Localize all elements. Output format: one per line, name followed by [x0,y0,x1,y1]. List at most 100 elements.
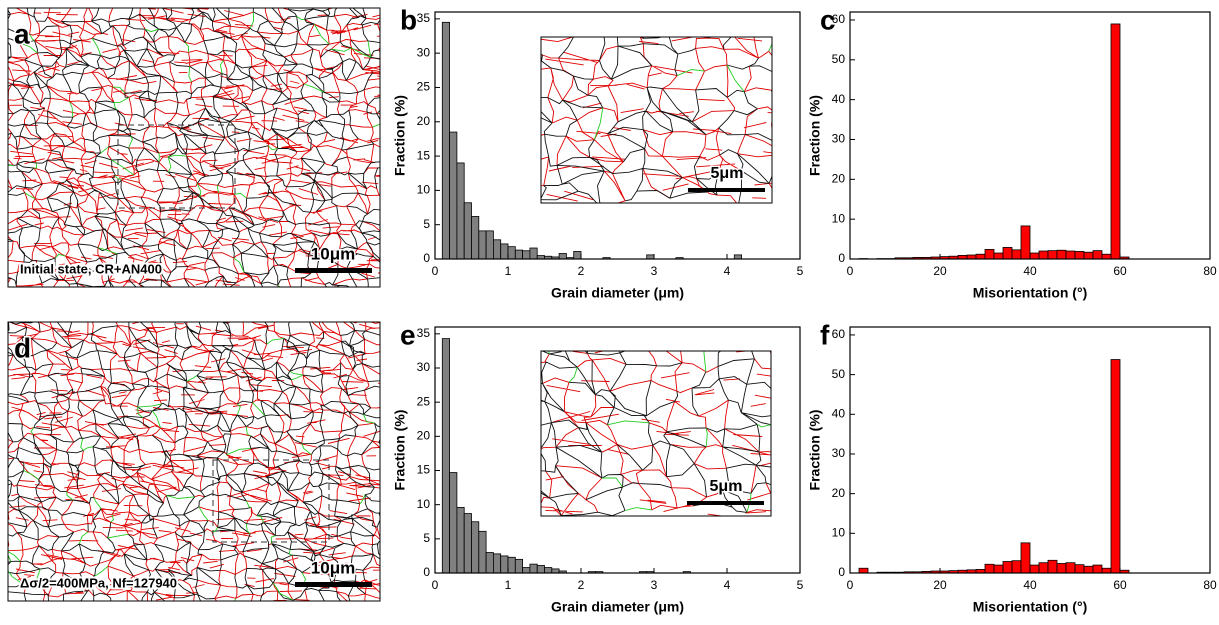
x-tick-label: 3 [651,578,658,592]
y-tick-label: 0 [423,565,430,579]
y-axis-label: Fraction (%) [807,410,823,491]
x-tick-label: 3 [651,264,658,278]
x-tick-label: 1 [505,264,512,278]
bar [1029,252,1040,260]
panel-label: a [14,18,30,49]
twin-boundaries [541,37,772,203]
bar [1002,561,1013,574]
ebsd-map [8,8,380,287]
y-tick-label: 35 [417,11,431,25]
bar [500,555,509,574]
y-tick-label: 30 [417,45,431,59]
scale-bar [687,501,764,505]
bar [1110,359,1121,574]
bar [551,568,560,574]
caption: Δσ/2=400MPa, Nf=127940 [20,575,177,590]
y-axis-label: Fraction (%) [392,410,408,491]
x-tick-label: 80 [1203,578,1217,592]
x-tick-label: 40 [1023,578,1037,592]
bar [441,21,450,260]
x-tick-label: 60 [1113,264,1127,278]
map-frame [540,350,772,517]
bar [507,556,516,574]
bar [463,513,472,574]
bar [449,131,458,260]
bar [522,567,531,574]
twin-boundaries [541,351,771,516]
x-axis-label: Misorientation (°) [973,599,1087,615]
x-tick-label: 0 [847,264,854,278]
panel-label: b [400,4,417,35]
bar [1020,225,1031,260]
x-tick-label: 2 [578,578,585,592]
bar [975,253,986,260]
bar [492,553,502,574]
x-tick-label: 5 [797,578,804,592]
bar [514,249,523,260]
bar [478,530,487,574]
bar [471,521,480,574]
scale-bar [688,188,765,192]
inset-scale-label: 5μm [710,478,743,495]
x-tick-label: 2 [578,264,585,278]
bar [507,246,516,260]
ebsd-map [541,37,772,203]
scale-label: 10μm [311,244,355,263]
panel-label: f [820,319,830,350]
bar [1038,250,1049,260]
bar [733,254,742,260]
scale-bar [295,268,372,273]
grain-boundaries [8,8,380,287]
bar [441,338,450,574]
x-axis-label: Grain diameter (μm) [551,285,684,301]
inset-region [212,459,330,543]
panel-label: c [820,4,836,35]
bar [1038,562,1049,574]
x-tick-label: 60 [1113,578,1127,592]
y-tick-label: 0 [423,251,430,265]
x-tick-label: 4 [724,264,731,278]
bar [1092,564,1103,574]
x-tick-label: 20 [933,578,947,592]
y-tick-label: 0 [838,251,845,265]
plot-frame [434,326,801,574]
y-tick-label: 60 [832,12,846,26]
y-axis-label: Fraction (%) [807,95,823,176]
bar [1083,565,1094,574]
bar [1056,249,1067,260]
low-angle-boundaries [548,351,771,513]
plot-frame [849,326,1211,574]
x-tick-label: 40 [1023,264,1037,278]
y-tick-label: 30 [832,446,846,460]
y-tick-label: 30 [417,360,431,374]
ebsd-map [8,322,380,601]
scale-bar [295,582,372,587]
map-frame [7,321,381,602]
y-tick-label: 20 [832,486,846,500]
y-tick-label: 10 [832,211,846,225]
bar [471,216,480,260]
grain-boundaries [541,37,772,203]
bar [1092,250,1103,260]
low-angle-boundaries [8,12,380,287]
bar [984,563,995,574]
map-frame [540,36,773,204]
bar [1047,250,1058,260]
bar [1074,564,1085,574]
y-tick-label: 50 [832,52,846,66]
bar [984,249,995,260]
bar [1110,23,1121,260]
y-tick-label: 25 [417,80,431,94]
bar [993,564,1004,574]
y-tick-label: 15 [417,463,431,477]
x-axis-label: Grain diameter (μm) [551,599,684,615]
y-axis-label: Fraction (%) [392,95,408,176]
bar [1101,567,1112,574]
bar [858,567,869,574]
bar [1065,250,1076,260]
bar [558,253,567,260]
panel-label: d [14,332,31,363]
bar [463,202,472,260]
bar [536,565,545,574]
